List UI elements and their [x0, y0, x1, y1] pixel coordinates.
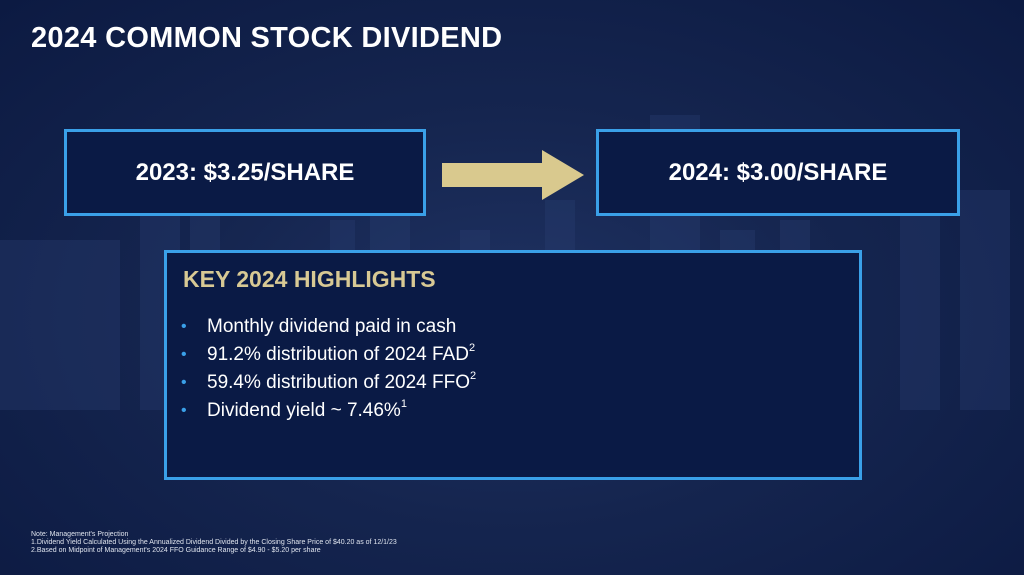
- footnotes: Note: Management's Projection 1.Dividend…: [31, 531, 397, 555]
- list-item: • Dividend yield ~ 7.46% 1: [181, 397, 476, 425]
- footnote-ref: 2: [469, 370, 477, 382]
- list-item: • 91.2% distribution of 2024 FAD 2: [181, 341, 476, 369]
- highlights-heading: KEY 2024 HIGHLIGHTS: [183, 266, 436, 292]
- page-title: 2024 COMMON STOCK DIVIDEND: [31, 22, 503, 54]
- note-line: 2.Based on Midpoint of Management's 2024…: [31, 547, 321, 554]
- list-item: • Monthly dividend paid in cash: [181, 313, 476, 341]
- dividend-2023-box: 2023: $3.25/SHARE: [64, 129, 426, 216]
- highlights-panel: KEY 2024 HIGHLIGHTS • Monthly dividend pa…: [164, 250, 862, 480]
- bullet-icon: •: [181, 346, 187, 363]
- dividend-2024-box: 2024: $3.00/SHARE: [596, 129, 960, 216]
- note-line: 1.Dividend Yield Calculated Using the An…: [31, 539, 397, 546]
- footnote-ref: 1: [400, 398, 407, 410]
- list-item: • 59.4% distribution of 2024 FFO 2: [181, 369, 476, 397]
- highlights-list: • Monthly dividend paid in cash • 91.2% di…: [181, 313, 476, 425]
- note-line: Note: Management's Projection: [31, 531, 129, 538]
- bullet-icon: •: [181, 402, 187, 419]
- bullet-icon: •: [181, 374, 187, 391]
- bullet-icon: •: [181, 318, 187, 335]
- arrow-right-icon: [442, 150, 584, 200]
- footnote-ref: 2: [468, 342, 476, 354]
